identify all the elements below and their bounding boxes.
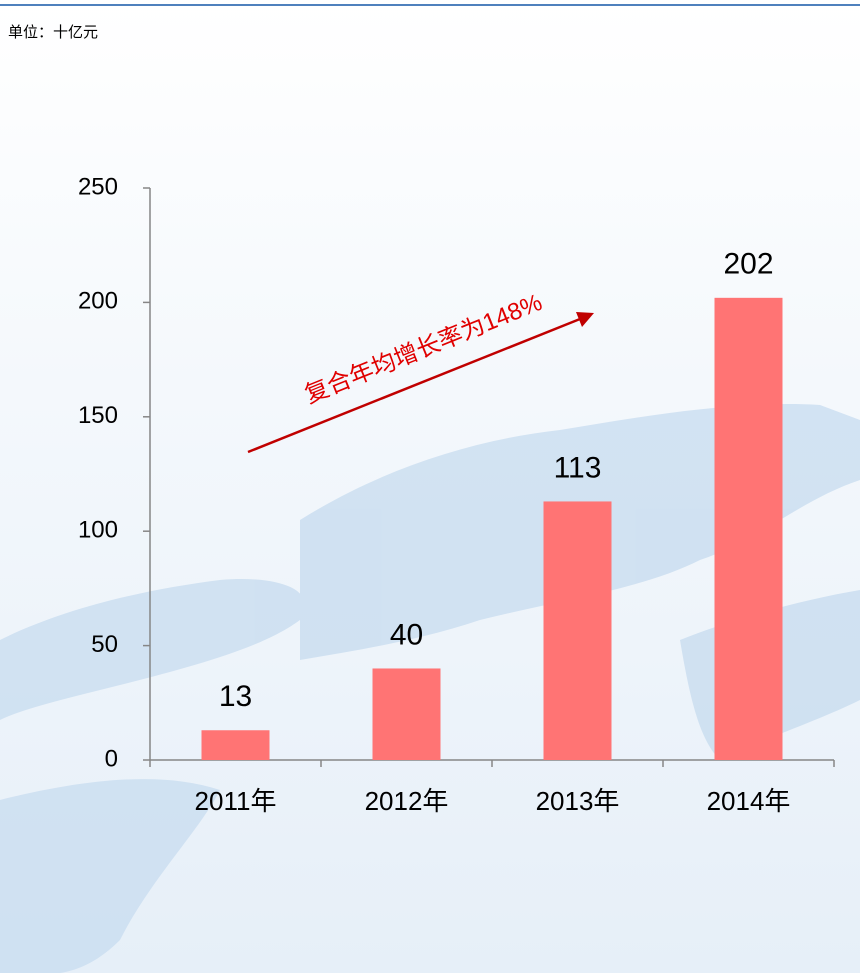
x-tick-label: 2014年: [707, 786, 791, 816]
bar: [201, 730, 270, 760]
x-tick-label: 2012年: [365, 786, 449, 816]
annotation-arrow: [247, 317, 581, 454]
data-label: 202: [723, 248, 773, 281]
data-label: 113: [554, 451, 602, 484]
bar: [543, 501, 612, 760]
data-label: 13: [219, 680, 252, 713]
data-label: 40: [390, 618, 423, 651]
x-tick-label: 2013年: [536, 786, 620, 816]
x-tick-label: 2011年: [195, 786, 277, 816]
bar: [372, 668, 441, 760]
y-tick-label: 50: [91, 631, 118, 658]
bar: [714, 297, 783, 760]
arrow-head: [576, 312, 594, 327]
y-tick-label: 100: [78, 517, 118, 544]
y-tick-label: 250: [78, 173, 118, 200]
y-tick-label: 200: [78, 288, 118, 315]
top-border: [0, 4, 860, 6]
unit-label: 单位：十亿元: [8, 24, 98, 41]
y-tick-label: 0: [105, 745, 118, 772]
y-tick-label: 150: [78, 402, 118, 429]
